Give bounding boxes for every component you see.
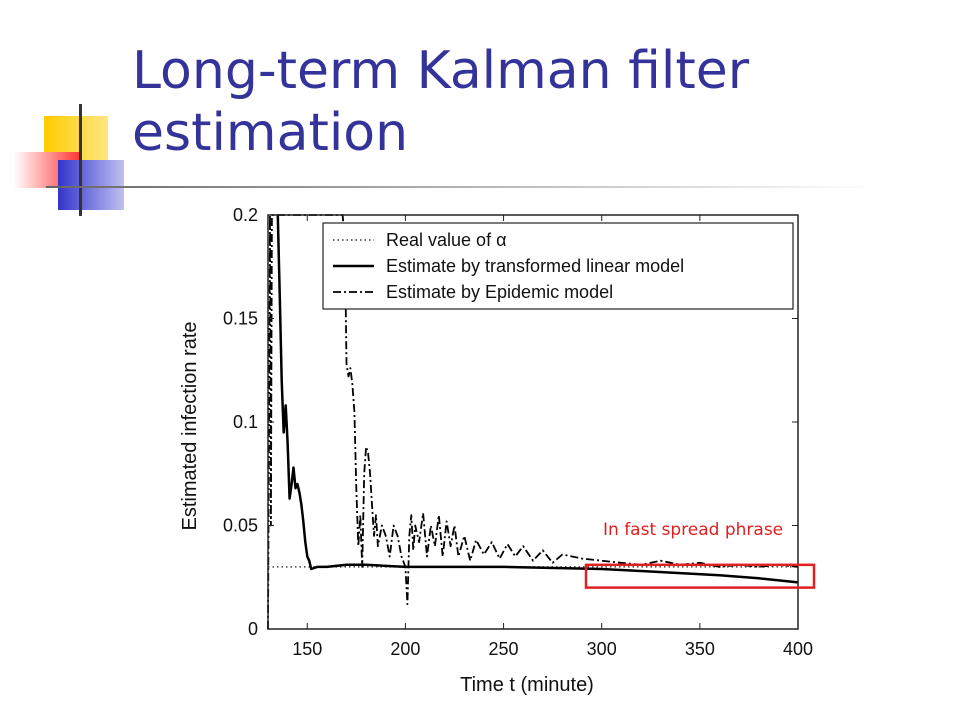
legend-label-real: Real value of α: [386, 230, 506, 250]
x-tick-label: 400: [783, 639, 813, 659]
annotation-label: In fast spread phrase: [603, 520, 784, 540]
y-tick-label: 0: [248, 619, 258, 639]
y-tick-label: 0.05: [223, 516, 258, 536]
deco-blue-square: [58, 160, 124, 210]
deco-horizontal-line: [46, 186, 876, 188]
x-axis-label: Time t (minute): [460, 674, 594, 696]
legend-label-epidemic: Estimate by Epidemic model: [386, 282, 613, 302]
y-tick-label: 0.15: [223, 309, 258, 329]
legend: Real value of α Estimate by transformed …: [322, 222, 794, 310]
legend-box: [322, 222, 794, 310]
legend-label-linear: Estimate by transformed linear model: [386, 256, 684, 276]
y-tick-label: 0.1: [233, 412, 258, 432]
x-tick-label: 150: [292, 639, 322, 659]
x-tick-label: 250: [489, 639, 519, 659]
y-axis-label: Estimated infection rate: [179, 322, 201, 531]
x-tick-label: 300: [587, 639, 617, 659]
highlight-box: [584, 563, 816, 589]
slide-title-line2: estimation: [132, 103, 409, 163]
slide-title-line1: Long-term Kalman filter: [132, 41, 750, 101]
x-tick-label: 350: [685, 639, 715, 659]
slide-title: Long-term Kalman filter estimation: [132, 40, 932, 164]
y-tick-label: 0.2: [233, 205, 258, 225]
x-tick-label: 200: [390, 639, 420, 659]
series-linear-model-line: [276, 214, 799, 584]
deco-vertical-line: [79, 104, 82, 216]
